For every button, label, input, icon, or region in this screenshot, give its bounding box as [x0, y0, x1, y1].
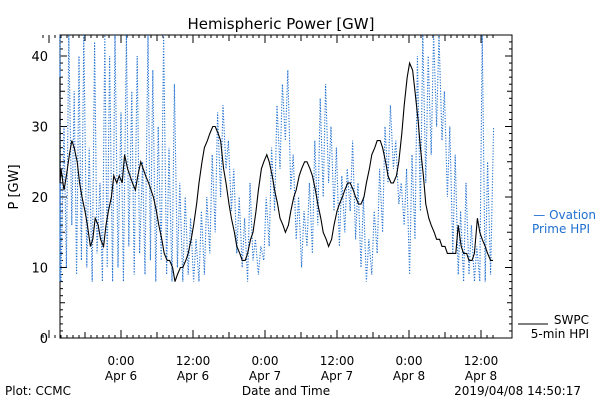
y-axis: 0 10 20 30 40 — [31, 41, 512, 347]
x-tick-time-label: 12:00 — [320, 354, 355, 368]
series-swpc-line — [59, 61, 493, 282]
chart-title: Hemispheric Power [GW] — [188, 15, 375, 33]
legend-swpc: SWPC 5-min HPI — [518, 313, 589, 341]
legend-swpc-line2: 5-min HPI — [531, 327, 589, 341]
x-tick-time-label: 12:00 — [176, 354, 211, 368]
x-tick-date-label: Apr 8 — [393, 369, 425, 383]
legend-ovation-line2: Prime HPI — [532, 222, 590, 236]
legend-ovation-prime: — Ovation Prime HPI — [532, 208, 596, 236]
x-tick-time-label: 12:00 — [464, 354, 499, 368]
y-tick-label: 40 — [31, 50, 48, 65]
y-tick-label: 0 — [40, 332, 48, 347]
x-tick-time-label: 0:00 — [252, 354, 279, 368]
y-tick-label: 10 — [31, 262, 48, 277]
series-layer — [59, 34, 495, 282]
x-tick-time-label: 0:00 — [108, 354, 135, 368]
y-tick-label: 20 — [31, 191, 48, 206]
x-tick-date-label: Apr 6 — [105, 369, 137, 383]
x-tick-date-label: Apr 7 — [249, 369, 281, 383]
x-tick-date-label: Apr 8 — [465, 369, 497, 383]
x-axis-label: Date and Time — [242, 384, 330, 398]
series-ovation-prime-line — [59, 34, 495, 282]
footer-timestamp: 2019/04/08 14:50:17 — [454, 384, 581, 398]
footer-plot-credit: Plot: CCMC — [5, 384, 71, 398]
legend-ovation-line1: — Ovation — [533, 208, 596, 222]
x-tick-time-label: 0:00 — [396, 354, 423, 368]
legend-swpc-line1: SWPC — [554, 313, 589, 327]
x-tick-date-label: Apr 6 — [177, 369, 209, 383]
y-tick-label: 30 — [31, 121, 48, 136]
y-axis-label: P [GW] — [7, 164, 22, 209]
x-tick-date-label: Apr 7 — [321, 369, 353, 383]
